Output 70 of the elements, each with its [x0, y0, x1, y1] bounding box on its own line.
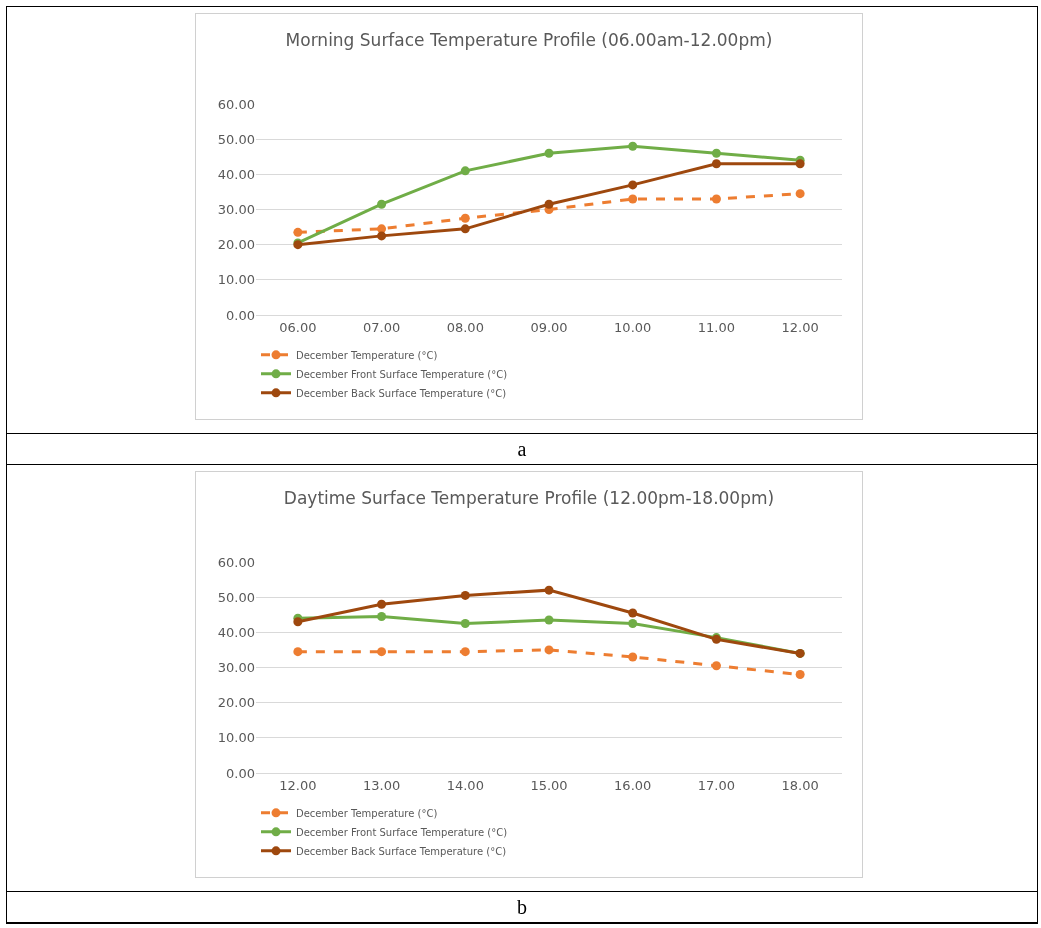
- point: [795, 670, 805, 680]
- legend-label: December Front Surface Temperature (°C): [296, 368, 508, 380]
- x-tick-label: 12.00: [279, 777, 317, 793]
- point: [544, 645, 554, 655]
- point: [544, 585, 554, 595]
- legend-label: December Front Surface Temperature (°C): [296, 826, 508, 838]
- point: [460, 224, 470, 234]
- x-tick-label: 11.00: [697, 319, 736, 335]
- point: [544, 148, 554, 158]
- point: [377, 231, 387, 241]
- y-tick-label: 0.00: [226, 307, 255, 323]
- legend-label: December Temperature (°C): [296, 807, 438, 819]
- point: [544, 615, 554, 625]
- text: a: [7, 434, 1037, 465]
- y-tick-label: 50.00: [217, 589, 255, 605]
- point: [377, 612, 387, 622]
- x-tick-label: 14.00: [446, 777, 484, 793]
- y-tick-label: 10.00: [217, 272, 255, 288]
- x-tick-label: 15.00: [530, 777, 568, 793]
- point: [628, 141, 638, 151]
- x-tick-label: 16.00: [614, 777, 652, 793]
- point: [460, 213, 470, 223]
- x-tick-label: 09.00: [530, 319, 568, 335]
- x-tick-label: 06.00: [279, 319, 317, 335]
- point: [628, 619, 638, 629]
- point: [460, 647, 470, 657]
- point: [377, 647, 387, 657]
- y-tick-label: 40.00: [217, 166, 255, 182]
- point: [628, 608, 638, 618]
- point: [377, 199, 387, 209]
- x-tick-label: 18.00: [781, 777, 819, 793]
- legend-label: December Temperature (°C): [296, 349, 438, 361]
- y-tick-label: 20.00: [217, 237, 255, 253]
- point: [711, 148, 721, 158]
- y-tick-label: 60.00: [217, 554, 255, 570]
- x-tick-label: 13.00: [362, 777, 401, 793]
- legend-label: December Back Surface Temperature (°C): [296, 845, 507, 857]
- y-tick-label: 40.00: [217, 624, 255, 640]
- legend-label: December Back Surface Temperature (°C): [296, 387, 507, 399]
- y-tick-label: 0.00: [226, 765, 255, 781]
- point: [293, 647, 303, 657]
- point: [628, 652, 638, 662]
- point: [293, 617, 303, 627]
- point: [711, 159, 721, 169]
- text: b: [7, 892, 1037, 923]
- point: [460, 619, 470, 629]
- x-tick-label: 10.00: [614, 319, 652, 335]
- point: [795, 159, 805, 169]
- point: [377, 599, 387, 609]
- y-tick-label: 60.00: [217, 96, 255, 112]
- chart-title: Daytime Surface Temperature Profile (12.00pm-18.00pm): [283, 488, 775, 509]
- x-tick-label: 07.00: [362, 319, 401, 335]
- y-tick-label: 30.00: [217, 660, 255, 676]
- point: [711, 194, 721, 204]
- y-tick-label: 50.00: [217, 131, 255, 147]
- x-tick-label: 12.00: [781, 319, 819, 335]
- point: [460, 590, 470, 600]
- x-tick-label: 17.00: [697, 777, 736, 793]
- x-tick-label: 08.00: [446, 319, 484, 335]
- y-tick-label: 30.00: [217, 202, 255, 218]
- y-tick-label: 20.00: [217, 695, 255, 711]
- point: [628, 194, 638, 204]
- point: [628, 180, 638, 190]
- y-tick-label: 10.00: [217, 730, 255, 746]
- point: [711, 661, 721, 671]
- point: [795, 189, 805, 199]
- point: [544, 199, 554, 209]
- point: [293, 227, 303, 237]
- point: [460, 166, 470, 176]
- chart-title: Morning Surface Temperature Profile (06.00am-12.00pm): [285, 30, 773, 51]
